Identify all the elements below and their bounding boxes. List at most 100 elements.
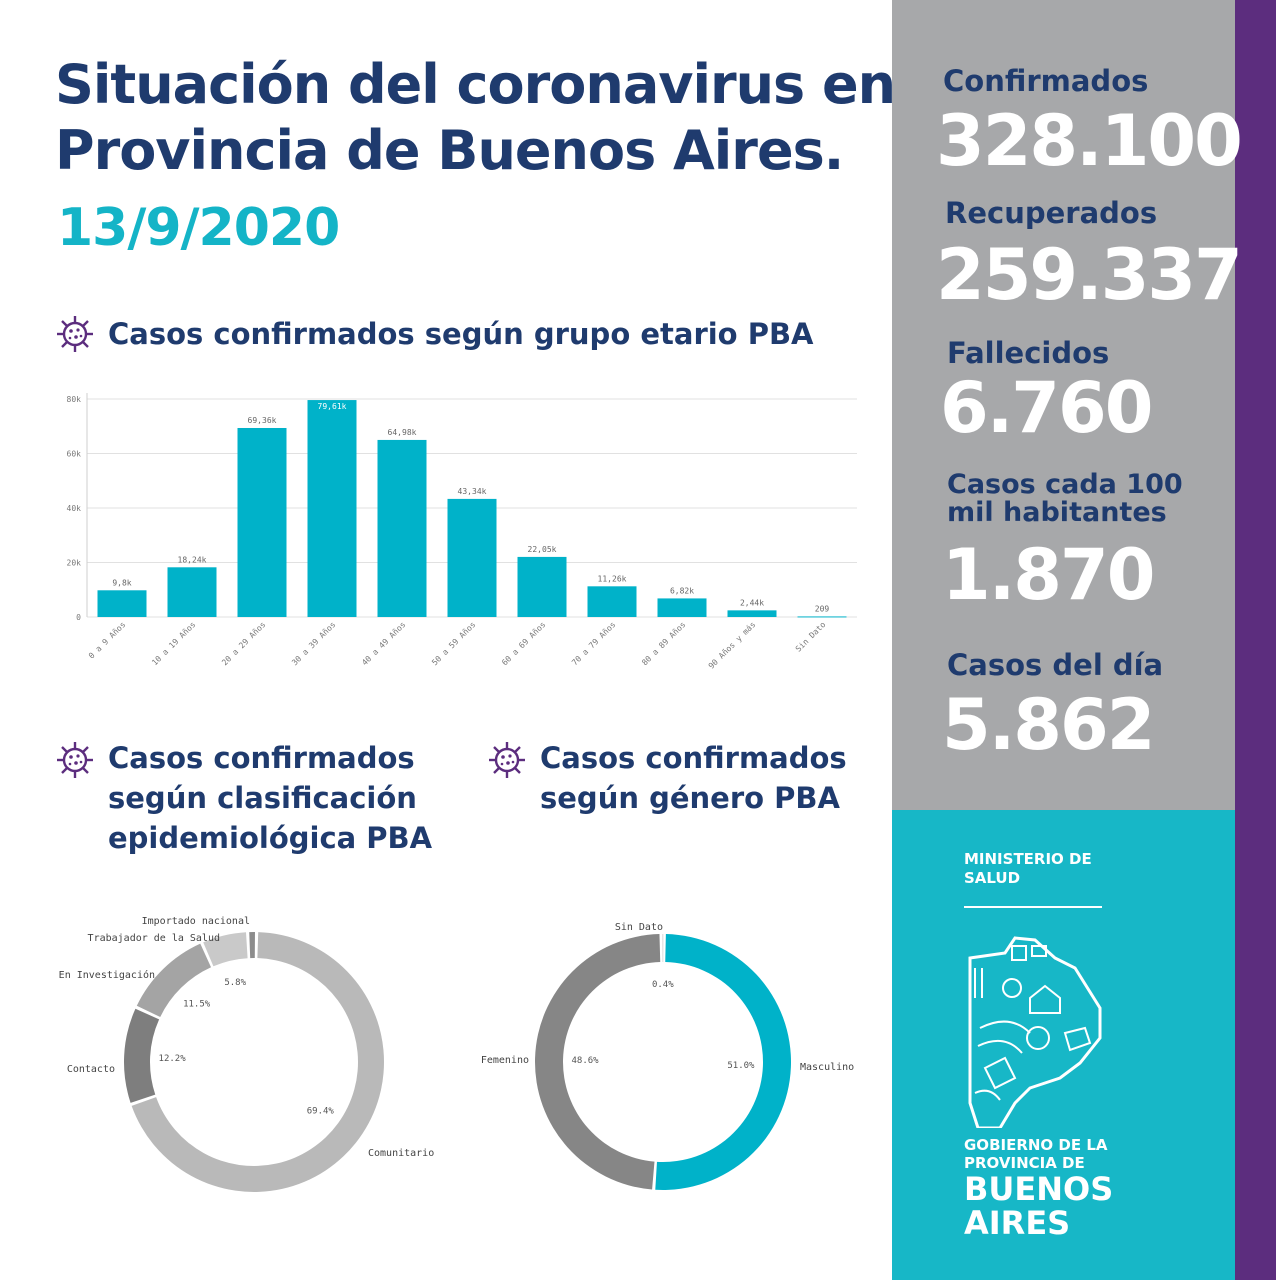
casosdia-value: 5.862 xyxy=(942,684,1155,766)
purple-stripe xyxy=(1235,0,1276,1280)
bar-value-label: 9,8k xyxy=(112,578,131,587)
bar xyxy=(517,556,567,617)
category-label: 20 a 29 Años xyxy=(220,620,267,667)
title-line-1: Situación del coronavirus en xyxy=(55,53,896,116)
category-label: 90 Años y más xyxy=(707,620,758,671)
ministerio-line-2: SALUD xyxy=(964,869,1021,887)
bar xyxy=(97,590,147,617)
bar-value-label: 79,61k xyxy=(318,402,347,411)
category-label: 10 a 19 Años xyxy=(150,620,197,667)
slice-category-label: Comunitario xyxy=(368,1148,434,1159)
category-label: 60 a 69 Años xyxy=(500,620,547,667)
bar-value-label: 43,34k xyxy=(458,487,487,496)
gender-section-title: Casos confirmados según género PBA xyxy=(540,738,847,818)
slice-percent-label: 0.4% xyxy=(652,980,674,990)
gender-title-line-1: Casos confirmados xyxy=(540,741,847,775)
donut-slice xyxy=(249,932,255,959)
slice-percent-label: 69.4% xyxy=(307,1106,335,1116)
branding-divider xyxy=(964,906,1102,908)
category-label: 50 a 59 Años xyxy=(430,620,477,667)
ba-line-2: AIRES xyxy=(964,1204,1071,1242)
gender-title-line-2: según género PBA xyxy=(540,781,840,815)
slice-category-label: En Investigación xyxy=(59,969,155,981)
bar xyxy=(727,610,777,617)
epi-section-title: Casos confirmados según clasificación ep… xyxy=(108,738,432,858)
slice-category-label: Sin Dato xyxy=(615,922,663,933)
donut-slice xyxy=(203,932,248,967)
age-section-title: Casos confirmados según grupo etario PBA xyxy=(108,317,814,351)
category-label: 30 a 39 Años xyxy=(290,620,337,667)
donut-slice xyxy=(136,943,212,1018)
slice-percent-label: 51.0% xyxy=(727,1061,755,1071)
bar xyxy=(657,598,707,617)
slice-category-label: Importado nacional xyxy=(142,916,250,927)
slice-category-label: Contacto xyxy=(67,1064,115,1075)
bar-value-label: 2,44k xyxy=(740,598,764,607)
bar xyxy=(237,427,287,617)
epi-donut-chart: 69.4% Comunitario 12.2% Contacto 11.5% En Inv… xyxy=(59,916,434,1192)
y-tick-label: 80k xyxy=(67,395,82,404)
bar-value-label: 22,05k xyxy=(528,545,557,554)
bar xyxy=(797,616,847,618)
casos100-label-line-1: Casos cada 100 xyxy=(947,469,1183,500)
title-line-2: Provincia de Buenos Aires. xyxy=(55,119,844,182)
gob-line-1: GOBIERNO DE LA xyxy=(964,1136,1108,1154)
slice-category-label: Trabajador de la Salud xyxy=(88,933,220,944)
slice-percent-label: 11.5% xyxy=(183,999,211,1009)
bar-value-label: 64,98k xyxy=(388,428,417,437)
y-tick-label: 40k xyxy=(67,504,82,513)
recuperados-label: Recuperados xyxy=(945,196,1158,230)
epi-title-line-2: según clasificación xyxy=(108,781,417,815)
bar-value-label: 69,36k xyxy=(248,416,277,425)
slice-percent-label: 12.2% xyxy=(159,1054,187,1064)
gobierno-label: GOBIERNO DE LA PROVINCIA DE xyxy=(964,1136,1108,1172)
bar-value-label: 18,24k xyxy=(178,555,207,564)
confirmados-value: 328.100 xyxy=(936,100,1243,182)
virus-icon xyxy=(57,316,93,352)
donut-slice xyxy=(655,934,791,1190)
category-label: 0 a 9 Años xyxy=(87,620,128,661)
virus-icon xyxy=(57,742,93,778)
gender-donut-chart: 51.0% Masculino 48.6% Femenino 0.4% Sin Dato xyxy=(481,922,854,1190)
bar-value-label: 209 xyxy=(815,604,830,613)
page-title: Situación del coronavirus en Provincia d… xyxy=(55,52,896,184)
slice-category-label: Femenino xyxy=(481,1055,529,1066)
bar xyxy=(377,439,427,617)
province-map-logo xyxy=(968,936,1102,1128)
donut-slice xyxy=(534,934,661,1190)
slice-category-label: Masculino xyxy=(800,1062,854,1073)
casos100-label-line-2: mil habitantes xyxy=(947,497,1167,528)
bar-value-label: 6,82k xyxy=(670,586,694,595)
ministerio-line-1: MINISTERIO DE xyxy=(964,850,1092,868)
bar xyxy=(167,567,217,617)
fallecidos-value: 6.760 xyxy=(940,367,1153,449)
bar xyxy=(447,498,497,617)
report-date: 13/9/2020 xyxy=(57,198,340,258)
category-label: 40 a 49 Años xyxy=(360,620,407,667)
slice-percent-label: 5.8% xyxy=(224,978,246,988)
stats-panel xyxy=(892,0,1235,810)
recuperados-value: 259.337 xyxy=(936,234,1243,316)
category-label: 80 a 89 Años xyxy=(640,620,687,667)
bar xyxy=(587,586,637,617)
virus-icon xyxy=(489,742,525,778)
donut-slice xyxy=(124,1008,160,1103)
slice-percent-label: 48.6% xyxy=(571,1056,599,1066)
y-tick-label: 20k xyxy=(67,559,82,568)
casos100-label: Casos cada 100 mil habitantes xyxy=(947,471,1183,527)
age-bar-chart: 0 20k 40k 60k 80k 9,8k 0 a 9 Años 18,24k 10 a 19… xyxy=(67,393,857,671)
donut-slice xyxy=(662,934,664,963)
y-tick-label: 60k xyxy=(67,450,82,459)
branding-panel xyxy=(892,810,1235,1280)
ministerio-label: MINISTERIO DE SALUD xyxy=(964,850,1092,888)
confirmados-label: Confirmados xyxy=(943,64,1149,98)
casosdia-label: Casos del día xyxy=(947,648,1164,682)
bar xyxy=(307,400,357,617)
fallecidos-label: Fallecidos xyxy=(947,336,1110,370)
y-tick-label: 0 xyxy=(76,613,81,622)
ba-line-1: BUENOS xyxy=(964,1170,1114,1208)
category-label: Sin Dato xyxy=(794,620,828,654)
casos100-value: 1.870 xyxy=(942,534,1155,616)
buenos-aires-label: BUENOS AIRES xyxy=(964,1172,1113,1240)
epi-title-line-1: Casos confirmados xyxy=(108,741,415,775)
